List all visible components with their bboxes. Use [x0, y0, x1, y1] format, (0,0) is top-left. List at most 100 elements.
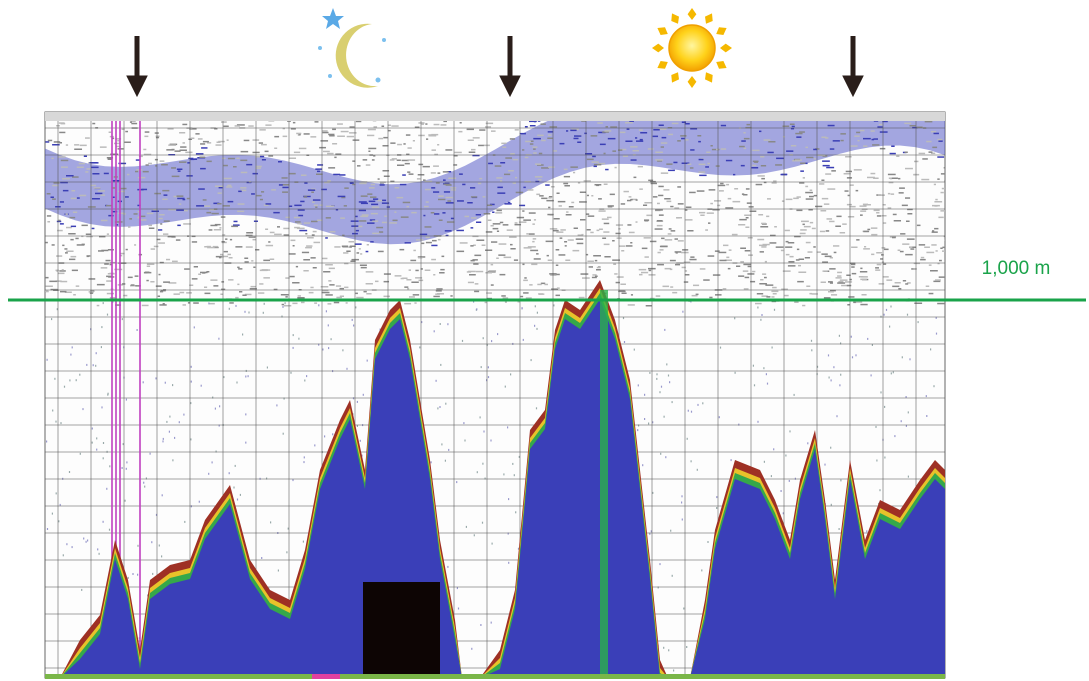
echo-speck — [348, 241, 351, 243]
echo-speck — [292, 245, 295, 247]
echo-speck — [485, 122, 494, 125]
echo-speck — [615, 224, 624, 226]
echo-speck — [177, 224, 181, 227]
echo-speck — [793, 393, 795, 396]
echo-speck — [312, 201, 315, 203]
echo-speck — [660, 146, 664, 148]
echo-speck — [278, 161, 282, 163]
echo-speck — [304, 379, 306, 382]
echo-speck — [471, 217, 477, 219]
echo-speck — [698, 158, 704, 161]
echo-speck — [499, 221, 504, 224]
echo-speck — [897, 249, 901, 251]
echo-speck — [318, 304, 320, 307]
echo-speck — [547, 134, 552, 136]
echo-speck — [796, 196, 801, 198]
echo-speck — [639, 273, 643, 276]
echo-speck — [909, 125, 916, 127]
echo-speck — [99, 235, 106, 238]
echo-speck — [431, 244, 438, 247]
echo-speck — [71, 546, 73, 549]
echo-speck — [89, 162, 98, 164]
echo-speck — [408, 173, 414, 175]
echo-speck — [97, 190, 105, 192]
echo-speck — [141, 304, 149, 307]
echo-speck — [747, 237, 753, 239]
echo-speck — [218, 424, 220, 427]
echo-speck — [263, 204, 269, 206]
echo-speck — [739, 218, 747, 221]
echo-speck — [491, 542, 493, 545]
echo-speck — [548, 166, 555, 168]
echo-speck — [800, 170, 804, 172]
echo-speck — [399, 183, 407, 186]
echo-speck — [342, 349, 344, 352]
echo-speck — [423, 214, 426, 217]
echo-speck — [190, 438, 192, 441]
echo-speck — [56, 220, 62, 223]
echo-speck — [328, 280, 332, 282]
echo-speck — [514, 222, 518, 224]
echo-speck — [781, 288, 788, 290]
echo-speck — [699, 174, 707, 177]
echo-speck — [873, 138, 878, 140]
echo-speck — [757, 238, 765, 241]
echo-speck — [909, 358, 911, 361]
echo-speck — [674, 251, 682, 253]
echo-speck — [402, 277, 408, 279]
echo-speck — [760, 279, 764, 281]
echo-speck — [523, 219, 531, 221]
echo-speck — [873, 209, 880, 212]
echo-speck — [813, 246, 816, 248]
echo-speck — [45, 241, 48, 244]
echo-speck — [295, 265, 299, 268]
echo-speck — [577, 234, 583, 236]
echo-speck — [467, 139, 474, 141]
echo-speck — [155, 513, 158, 516]
echo-speck — [539, 195, 544, 197]
echo-speck — [216, 141, 221, 143]
echo-speck — [821, 136, 827, 138]
arrow — [126, 36, 148, 98]
echo-speck — [628, 196, 632, 198]
echo-speck — [913, 173, 920, 176]
echo-speck — [905, 424, 907, 427]
echo-speck — [794, 301, 799, 303]
echo-speck — [579, 201, 587, 203]
echo-speck — [215, 450, 217, 453]
echo-speck — [772, 293, 777, 295]
echo-layers — [60, 280, 945, 678]
echo-speck — [681, 501, 683, 504]
echo-speck — [392, 219, 398, 222]
echo-speck — [305, 246, 312, 249]
echo-speck — [100, 346, 102, 349]
echo-speck — [234, 464, 236, 467]
echo-speck — [314, 444, 316, 447]
echo-speck — [826, 166, 835, 169]
echo-speck — [806, 156, 814, 159]
echo-speck — [573, 227, 578, 229]
echo-speck — [755, 183, 763, 186]
echo-speck — [508, 170, 514, 172]
echo-speck — [824, 255, 832, 258]
echo-speck — [95, 192, 103, 195]
echo-speck — [663, 189, 670, 191]
echo-speck — [873, 177, 879, 179]
echo-speck — [346, 250, 351, 252]
echo-speck — [943, 167, 945, 169]
echo-speck — [824, 463, 826, 466]
echo-speck — [373, 198, 379, 200]
echo-speck — [885, 308, 888, 311]
echo-speck — [799, 131, 805, 133]
echo-speck — [681, 137, 685, 140]
echo-speck — [706, 212, 714, 214]
echo-speck — [252, 172, 258, 175]
echo-speck — [210, 279, 218, 281]
echo-speck — [277, 569, 279, 572]
echo-speck — [72, 176, 79, 178]
echo-speck — [675, 252, 678, 254]
echo-speck — [623, 341, 626, 343]
echo-speck — [637, 165, 643, 168]
echo-speck — [686, 646, 688, 648]
echo-speck — [851, 263, 856, 266]
